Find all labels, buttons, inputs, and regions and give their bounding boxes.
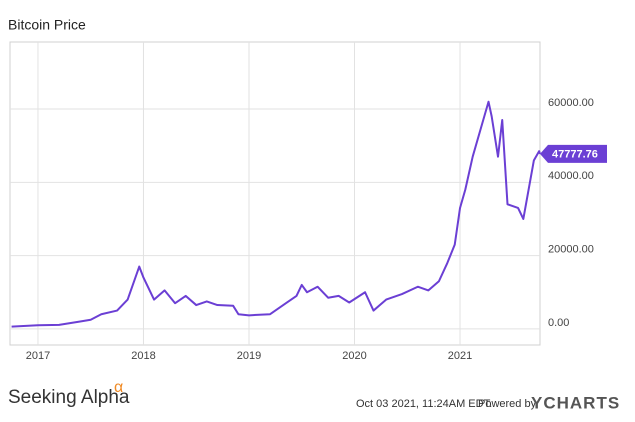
y-tick-label: 0.00 — [548, 317, 569, 329]
chart-title: Bitcoin Price — [8, 17, 86, 33]
x-tick-label: 2018 — [131, 350, 155, 362]
y-tick-label: 20000.00 — [548, 244, 594, 256]
x-tick-label: 2021 — [448, 350, 472, 362]
brand-mark: α — [114, 379, 123, 396]
last-value-badge — [540, 144, 607, 163]
timestamp: Oct 03 2021, 11:24AM EDT. — [356, 398, 492, 410]
last-value-label: 47777.76 — [552, 149, 598, 161]
x-tick-label: 2017 — [26, 350, 50, 362]
y-tick-label: 60000.00 — [548, 97, 594, 109]
brand: Seeking Alpha — [8, 387, 130, 408]
x-tick-label: 2020 — [342, 350, 366, 362]
provider: YCHARTS — [531, 393, 620, 412]
plot-frame — [9, 41, 541, 346]
y-tick-label: 40000.00 — [548, 170, 594, 182]
powered-by: Powered by — [478, 398, 537, 410]
price-line — [11, 100, 541, 328]
x-tick-label: 2019 — [237, 350, 261, 362]
